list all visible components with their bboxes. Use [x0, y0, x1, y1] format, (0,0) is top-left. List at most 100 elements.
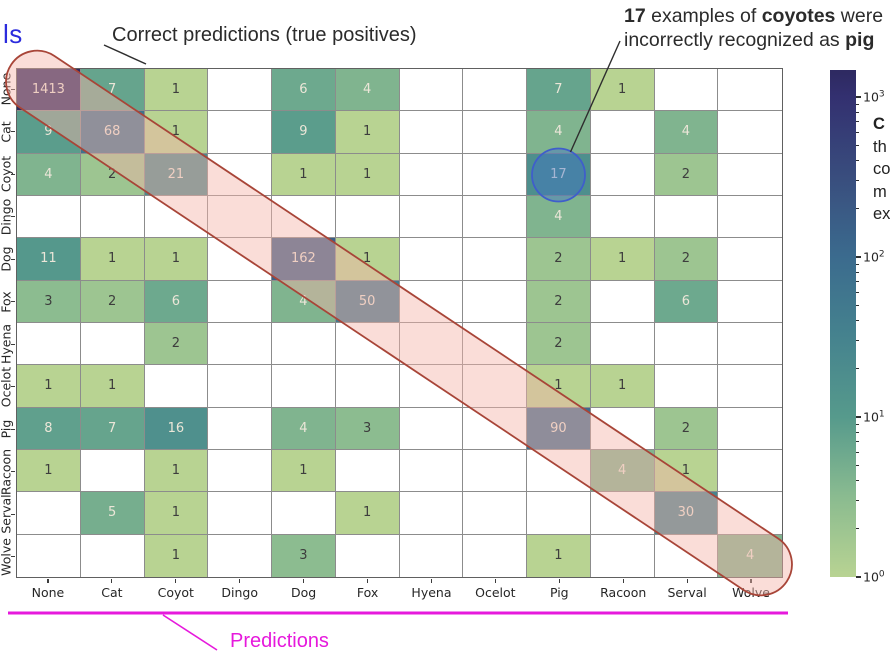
matrix-cell [590, 492, 655, 535]
matrix-cell-value: 6 [681, 293, 691, 309]
matrix-cell [718, 450, 782, 493]
colorbar-minor-tick [856, 281, 859, 283]
matrix-cell [654, 365, 719, 408]
y-axis-tick [11, 343, 15, 345]
y-axis-tick [11, 88, 15, 90]
x-axis-tick [430, 578, 433, 583]
matrix-cell-value: 1 [554, 378, 563, 394]
matrix-cell: 68 [80, 111, 145, 154]
matrix-cell [399, 195, 464, 239]
colorbar-minor-tick [856, 272, 859, 273]
matrix-cell: 16 [144, 407, 209, 450]
matrix-cell: 1 [527, 534, 591, 577]
matrix-cell: 5 [80, 492, 145, 535]
matrix-cell [399, 407, 464, 450]
colorbar-minor-tick [856, 340, 859, 342]
matrix-cell-value: 2 [681, 251, 691, 267]
matrix-cell [399, 69, 464, 112]
matrix-cell-value: 4 [745, 548, 755, 564]
matrix-cell [399, 153, 464, 196]
x-axis-tick [111, 578, 113, 583]
matrix-cell: 4 [272, 280, 336, 323]
matrix-cell-value: 16 [167, 420, 185, 436]
matrix-cell-value: 1 [554, 548, 563, 564]
annotation-correct-predictions: Correct predictions (true positives) [112, 24, 417, 46]
matrix-cell [463, 534, 527, 577]
matrix-cell: 2 [527, 322, 591, 366]
matrix-cell: 2 [654, 238, 719, 281]
matrix-cell: 4 [527, 111, 591, 154]
matrix-cell-value: 3 [44, 293, 53, 309]
matrix-cell [590, 153, 655, 196]
matrix-cell [399, 322, 464, 366]
matrix-cell [81, 534, 145, 577]
matrix-cell-value: 2 [554, 251, 563, 267]
matrix-cell-value: 9 [299, 124, 308, 140]
matrix-cell-value: 68 [103, 124, 121, 140]
matrix-cell: 1 [272, 153, 336, 196]
matrix-cell [208, 322, 272, 366]
matrix-cell [399, 238, 464, 281]
x-axis-tick [366, 578, 369, 583]
colorbar-tick-label: 101 [863, 409, 885, 425]
x-axis-label: Cat [101, 585, 123, 600]
matrix-cell-value: 1 [171, 251, 181, 267]
matrix-cell: 3 [272, 534, 336, 577]
matrix-cell [527, 449, 591, 493]
matrix-cell [144, 195, 209, 239]
matrix-cell [335, 322, 400, 366]
matrix-cell [718, 365, 782, 408]
colorbar-major-tick [856, 576, 861, 578]
matrix-cell-value: 4 [681, 124, 691, 140]
matrix-cell [463, 322, 527, 366]
matrix-cell-value: 11 [40, 251, 57, 267]
matrix-cell [208, 492, 272, 535]
correct-annotation-pointer-line [103, 44, 147, 65]
matrix-cell: 3 [335, 407, 400, 450]
matrix-cell: 2 [654, 407, 719, 450]
matrix-cell: 6 [272, 69, 336, 112]
matrix-cell-value: 1 [44, 463, 53, 479]
colorbar-side-note-line: ex [873, 205, 890, 223]
matrix-cell: 2 [80, 280, 145, 323]
matrix-cell-value: 4 [44, 166, 53, 182]
matrix-cell [208, 195, 272, 239]
matrix-cell: 1 [335, 238, 400, 281]
y-axis-tick [11, 301, 15, 303]
matrix-cell [399, 449, 464, 493]
matrix-cell [399, 280, 464, 323]
matrix-cell [399, 365, 464, 408]
matrix-cell-value: 2 [171, 336, 181, 352]
matrix-cell [590, 407, 655, 450]
matrix-cell-value: 2 [554, 336, 563, 352]
matrix-cell: 1 [144, 111, 209, 154]
matrix-cell-value: 162 [290, 251, 316, 267]
matrix-cell: 1 [80, 365, 145, 408]
matrix-cell-value: 4 [554, 209, 563, 225]
matrix-cell [208, 534, 272, 577]
x-axis-label: None [31, 585, 65, 600]
matrix-cell: 2 [527, 280, 591, 323]
matrix-cell [463, 111, 527, 154]
x-axis-label: Serval [667, 585, 707, 600]
matrix-cell [17, 322, 81, 366]
matrix-cell: 4 [527, 195, 591, 239]
matrix-cell: 9 [17, 111, 81, 154]
matrix-cell [463, 238, 527, 281]
matrix-cell-value: 2 [107, 293, 117, 309]
x-axis-tick [47, 578, 49, 583]
y-axis-tick [11, 556, 15, 558]
predictions-pointer-line [162, 614, 218, 651]
colorbar-minor-tick [856, 180, 859, 182]
matrix-cell [208, 407, 272, 450]
matrix-cell: 21 [144, 153, 209, 196]
matrix-cell-value: 1 [617, 378, 627, 394]
colorbar-minor-tick [856, 451, 859, 453]
matrix-cell-value: 3 [362, 420, 372, 436]
matrix-cell-value: 2 [681, 420, 691, 436]
matrix-cell-value: 7 [554, 82, 563, 98]
matrix-cell-value: 1 [171, 82, 181, 98]
colorbar-major-tick [856, 416, 861, 418]
matrix-cell [208, 449, 272, 493]
matrix-cell-value: 1 [107, 378, 117, 394]
